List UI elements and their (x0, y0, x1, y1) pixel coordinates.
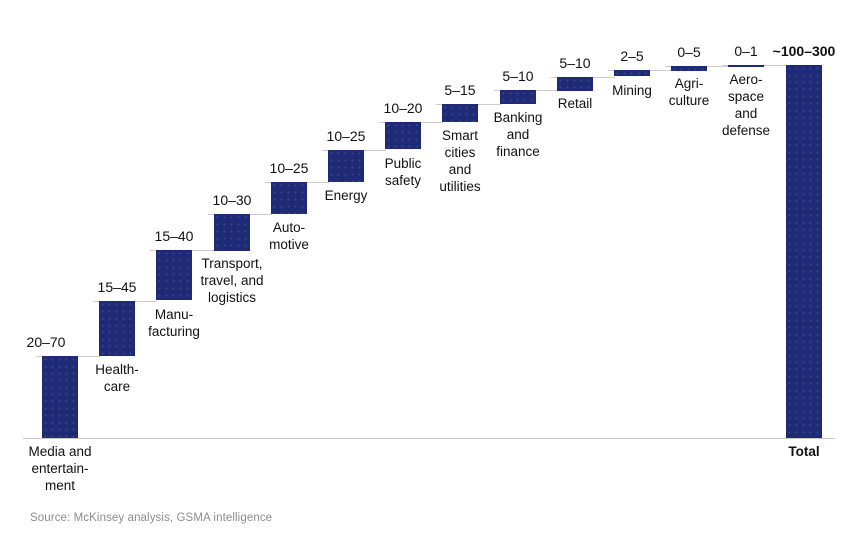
bar-aero-space-and-defense (728, 65, 764, 67)
category-label-media-and-entertain-ment: Media and entertain- ment (28, 444, 92, 493)
value-label-mining: 2–5 (620, 48, 644, 64)
value-label-transport-travel-and-logistics: 10–30 (212, 192, 252, 208)
value-label-smart-cities-and-utilities: 5–15 (444, 82, 476, 98)
category-label-public-safety: Public safety (384, 156, 422, 188)
bar-auto-motive (271, 182, 307, 214)
bar-media-and-entertain-ment (42, 356, 78, 438)
category-label-energy: Energy (324, 188, 368, 203)
value-label-banking-and-finance: 5–10 (502, 68, 534, 84)
value-label-aero-space-and-defense: 0–1 (734, 43, 758, 59)
bar-health-care (99, 301, 135, 356)
x-axis-line (23, 438, 835, 439)
category-label-total: Total (788, 444, 820, 459)
bar-mining (614, 70, 650, 76)
bar-energy (328, 150, 364, 182)
value-label-health-care: 15–45 (97, 279, 137, 295)
value-label-agri-culture: 0–5 (677, 44, 701, 60)
value-label-auto-motive: 10–25 (269, 160, 309, 176)
bar-manu-facturing (156, 250, 192, 300)
bar-agri-culture (671, 66, 707, 71)
category-label-transport-travel-and-logistics: Transport, travel, and logistics (200, 256, 264, 305)
category-label-smart-cities-and-utilities: Smart cities and utilities (439, 128, 481, 194)
value-label-public-safety: 10–20 (383, 100, 423, 116)
bar-smart-cities-and-utilities (442, 104, 478, 122)
value-label-energy: 10–25 (326, 128, 366, 144)
category-label-health-care: Health- care (95, 362, 139, 394)
bar-total (786, 65, 822, 438)
value-label-media-and-entertain-ment: 20–70 (26, 334, 66, 350)
bar-transport-travel-and-logistics (214, 214, 250, 251)
value-label-total: ~100–300 (772, 43, 836, 59)
source-note: Source: McKinsey analysis, GSMA intellig… (30, 512, 273, 524)
bar-retail (557, 77, 593, 91)
category-label-retail: Retail (557, 96, 593, 111)
value-label-manu-facturing: 15–40 (154, 228, 194, 244)
bar-banking-and-finance (500, 90, 536, 104)
category-label-manu-facturing: Manu- facturing (148, 307, 200, 339)
category-label-banking-and-finance: Banking and finance (493, 110, 543, 159)
category-label-mining: Mining (612, 83, 652, 98)
category-label-agri-culture: Agri- culture (668, 76, 710, 108)
bar-public-safety (385, 122, 421, 149)
category-label-auto-motive: Auto- motive (269, 220, 309, 252)
value-label-retail: 5–10 (559, 55, 591, 71)
category-label-aero-space-and-defense: Aero- space and defense (721, 72, 771, 138)
